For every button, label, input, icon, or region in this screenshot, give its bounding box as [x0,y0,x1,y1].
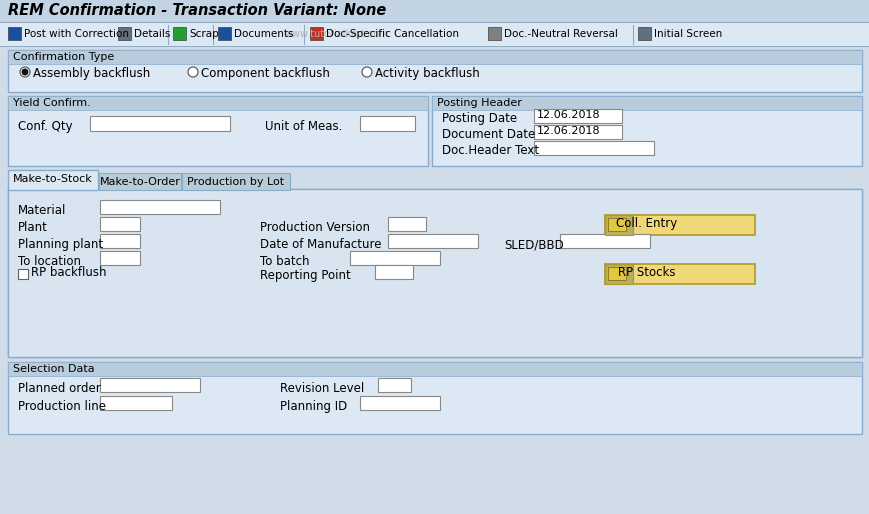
Bar [8,50,861,92]
Bar [375,265,413,279]
Text: www.tutorialkart.com: www.tutorialkart.com [285,29,389,39]
Bar [8,170,98,190]
Bar [604,215,633,235]
Text: Revision Level: Revision Level [280,382,364,395]
Bar [309,27,322,40]
Bar [432,96,861,110]
Circle shape [362,67,372,77]
Bar [388,234,477,248]
Bar [8,27,21,40]
Text: Assembly backflush: Assembly backflush [33,67,150,80]
Bar [8,96,428,166]
Bar [8,189,861,357]
Text: Coll. Entry: Coll. Entry [615,217,677,230]
Text: Reporting Point: Reporting Point [260,269,350,282]
Bar [0,22,869,46]
Bar [604,264,754,284]
Text: Details: Details [134,29,170,39]
Bar [8,96,428,110]
Text: Production by Lot: Production by Lot [187,177,284,187]
Text: 12.06.2018: 12.06.2018 [536,126,600,137]
Bar [100,251,140,265]
Bar [604,215,754,235]
Bar [360,396,440,410]
Bar [100,217,140,231]
Text: Yield Confirm.: Yield Confirm. [13,98,90,108]
Bar [560,234,649,248]
Text: Planned order: Planned order [18,382,101,395]
Bar [534,141,653,155]
Text: Initial Screen: Initial Screen [653,29,721,39]
Circle shape [23,69,28,75]
Bar [534,125,621,139]
Bar [100,200,220,214]
Bar [118,27,131,40]
Bar [99,173,181,190]
Text: Planning ID: Planning ID [280,400,347,413]
Bar [8,362,861,434]
Text: Confirmation Type: Confirmation Type [13,52,114,62]
Text: RP Stocks: RP Stocks [618,266,675,280]
Bar [432,96,861,166]
Bar [607,267,626,280]
Text: SLED/BBD: SLED/BBD [503,238,563,251]
Bar [100,378,200,392]
Text: Plant: Plant [18,221,48,234]
Text: Production Version: Production Version [260,221,369,234]
Text: Unit of Meas.: Unit of Meas. [265,120,342,133]
Bar [8,50,861,64]
Bar [534,109,621,123]
Text: RP backflush: RP backflush [31,266,106,279]
Circle shape [20,67,30,77]
Bar [377,378,410,392]
Bar [8,362,861,376]
Bar [0,0,869,22]
Bar [488,27,501,40]
Circle shape [188,67,198,77]
Bar [173,27,186,40]
Bar [218,27,231,40]
Bar [182,173,289,190]
Text: To batch: To batch [260,255,309,268]
Text: Doc-Specific Cancellation: Doc-Specific Cancellation [326,29,459,39]
Text: Planning plant: Planning plant [18,238,103,251]
Text: Material: Material [18,204,66,217]
Text: Make-to-Order: Make-to-Order [99,177,180,187]
Text: Post with Correction: Post with Correction [24,29,129,39]
Bar [8,189,861,357]
Text: Activity backflush: Activity backflush [375,67,479,80]
Bar [100,396,172,410]
Text: Scrap: Scrap [189,29,218,39]
Text: Selection Data: Selection Data [13,364,95,374]
Text: 12.06.2018: 12.06.2018 [536,111,600,120]
Bar [18,269,28,279]
Text: Posting Header: Posting Header [436,98,521,108]
Text: Doc.-Neutral Reversal: Doc.-Neutral Reversal [503,29,617,39]
Bar [360,116,415,131]
Bar [607,218,626,231]
Text: Date of Manufacture: Date of Manufacture [260,238,381,251]
Text: Component backflush: Component backflush [201,67,329,80]
Bar [604,264,633,284]
Text: Conf. Qty: Conf. Qty [18,120,72,133]
Text: To location: To location [18,255,81,268]
Text: Posting Date: Posting Date [441,112,516,125]
Text: Doc.Header Text: Doc.Header Text [441,144,539,157]
Text: Production line: Production line [18,400,106,413]
Bar [90,116,229,131]
Text: Documents: Documents [234,29,293,39]
Bar [349,251,440,265]
Bar [637,27,650,40]
Bar [388,217,426,231]
Text: Document Date: Document Date [441,128,534,141]
Bar [100,234,140,248]
Text: Make-to-Stock: Make-to-Stock [13,174,93,184]
Text: REM Confirmation - Transaction Variant: None: REM Confirmation - Transaction Variant: … [8,3,386,18]
